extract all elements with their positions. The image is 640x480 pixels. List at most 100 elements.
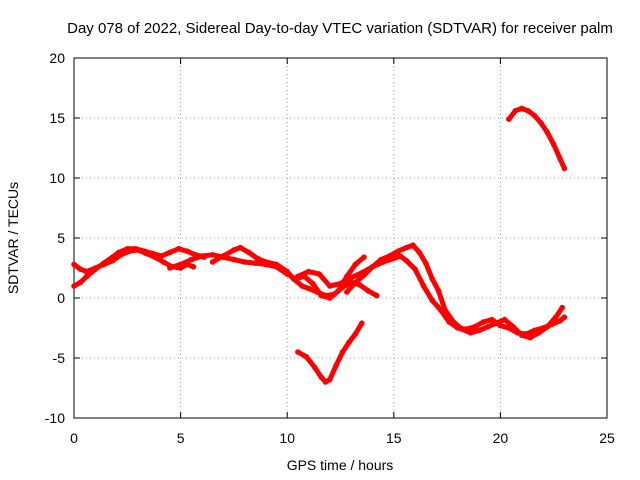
- data-point: [518, 105, 525, 112]
- data-point: [124, 246, 131, 252]
- data-point: [299, 283, 305, 289]
- data-point: [109, 254, 116, 260]
- x-tick-label: 20: [493, 430, 509, 446]
- data-point: [484, 324, 491, 330]
- data-point: [538, 120, 544, 126]
- data-point: [167, 265, 173, 271]
- data-point: [199, 253, 205, 259]
- data-point: [352, 261, 359, 268]
- data-point: [150, 250, 156, 257]
- data-point: [378, 256, 384, 263]
- y-tick-label: 15: [49, 110, 65, 126]
- data-point: [322, 379, 329, 385]
- y-tick-label: -5: [53, 350, 66, 366]
- data-point: [344, 289, 350, 295]
- data-point: [561, 165, 568, 172]
- data-point: [190, 264, 197, 270]
- data-point: [295, 273, 301, 280]
- y-tick-label: -10: [45, 410, 65, 426]
- y-tick-label: 5: [57, 230, 65, 246]
- data-point: [284, 268, 291, 275]
- data-point: [361, 272, 367, 279]
- data-point: [246, 249, 252, 256]
- data-point: [506, 116, 512, 122]
- data-point: [403, 258, 410, 264]
- y-tick-label: 0: [57, 290, 65, 306]
- data-point: [395, 248, 401, 254]
- data-point: [314, 289, 320, 295]
- data-point: [346, 339, 352, 346]
- data-point: [290, 276, 297, 282]
- x-tick-label: 5: [177, 430, 185, 446]
- data-point: [231, 256, 237, 263]
- data-point: [160, 259, 167, 265]
- series-line-track-f: [344, 242, 565, 341]
- x-tick-label: 0: [70, 430, 78, 446]
- data-point: [544, 324, 551, 330]
- data-point: [550, 141, 557, 148]
- data-point: [141, 248, 148, 254]
- data-point: [489, 316, 495, 323]
- data-point: [361, 254, 367, 260]
- data-point: [92, 266, 99, 273]
- data-point: [273, 261, 280, 268]
- data-point: [472, 324, 478, 330]
- data-point: [373, 292, 380, 299]
- data-point: [359, 320, 365, 327]
- data-point: [167, 249, 173, 256]
- data-point: [312, 364, 318, 371]
- data-point: [536, 330, 542, 336]
- data-point: [450, 319, 457, 325]
- data-point: [352, 279, 359, 286]
- data-point: [333, 362, 340, 369]
- data-point: [544, 129, 551, 136]
- data-point: [71, 283, 77, 289]
- data-series: [71, 105, 568, 385]
- data-point: [435, 288, 442, 294]
- data-point: [184, 248, 190, 254]
- data-point: [263, 259, 269, 265]
- data-point: [188, 256, 195, 263]
- data-point: [327, 376, 333, 383]
- data-point: [177, 261, 184, 268]
- data-point: [71, 261, 77, 268]
- data-point: [209, 259, 216, 265]
- data-point: [557, 156, 563, 162]
- data-point: [241, 259, 248, 265]
- data-point: [84, 273, 90, 280]
- data-point: [356, 282, 363, 288]
- data-point: [553, 314, 559, 321]
- data-point: [512, 108, 519, 114]
- x-tick-label: 15: [386, 430, 402, 446]
- data-point: [442, 307, 448, 313]
- chart-title: Day 078 of 2022, Sidereal Day-to-day VTE…: [67, 20, 613, 37]
- x-axis-label: GPS time / hours: [287, 457, 394, 473]
- data-point: [231, 247, 237, 253]
- data-point: [423, 260, 429, 267]
- y-axis-label: SDTVAR / TECUs: [5, 182, 21, 294]
- data-point: [327, 283, 333, 289]
- data-point: [77, 279, 84, 286]
- data-point: [410, 242, 416, 248]
- data-point: [531, 112, 538, 119]
- data-point: [101, 260, 107, 267]
- data-point: [305, 285, 312, 292]
- data-point: [305, 268, 312, 275]
- data-point: [416, 249, 423, 256]
- data-point: [476, 327, 482, 334]
- data-point: [348, 274, 355, 281]
- data-point: [158, 253, 165, 259]
- axis-ticks: 0 5 10 15 20 25 -10 -5 0 5 10 15 20: [45, 50, 615, 446]
- data-point: [209, 252, 216, 258]
- data-point: [337, 280, 344, 287]
- data-point: [561, 314, 568, 321]
- data-point: [133, 246, 139, 252]
- data-point: [429, 276, 436, 282]
- x-tick-label: 10: [279, 430, 295, 446]
- y-tick-label: 10: [49, 170, 65, 186]
- data-point: [303, 354, 310, 360]
- data-point: [365, 288, 372, 294]
- data-point: [339, 349, 346, 355]
- data-point: [525, 108, 531, 114]
